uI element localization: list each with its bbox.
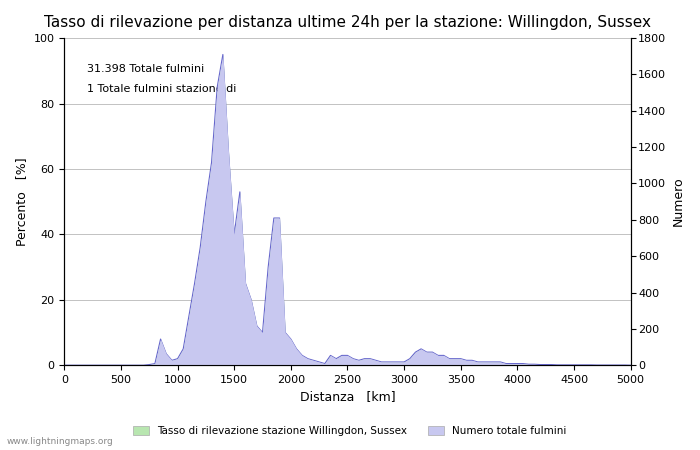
- Text: 31.398 Totale fulmini: 31.398 Totale fulmini: [87, 64, 204, 74]
- X-axis label: Distanza   [km]: Distanza [km]: [300, 391, 395, 404]
- Y-axis label: Percento   [%]: Percento [%]: [15, 158, 28, 246]
- Text: 1 Totale fulmini stazione di: 1 Totale fulmini stazione di: [87, 84, 237, 94]
- Y-axis label: Numero: Numero: [672, 177, 685, 226]
- Text: www.lightningmaps.org: www.lightningmaps.org: [7, 436, 113, 446]
- Title: Tasso di rilevazione per distanza ultime 24h per la stazione: Willingdon, Sussex: Tasso di rilevazione per distanza ultime…: [44, 15, 651, 30]
- Legend: Tasso di rilevazione stazione Willingdon, Sussex, Numero totale fulmini: Tasso di rilevazione stazione Willingdon…: [130, 422, 570, 440]
